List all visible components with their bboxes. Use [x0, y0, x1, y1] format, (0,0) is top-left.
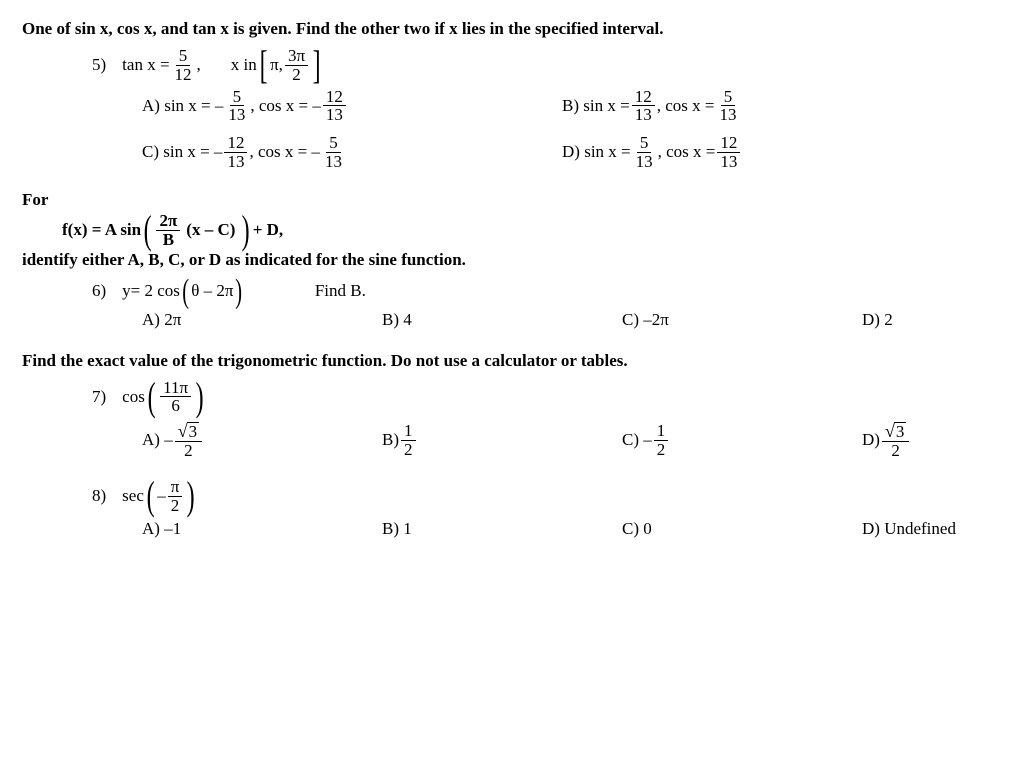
question-8: 8) sec ( – π 2 ) A) –1 B) 1 C) 0 D) Unde… [22, 478, 1002, 542]
question-6: For f(x) = A sin ( 2π B (x – C) ) + D, i… [22, 189, 1002, 332]
q6-options: A) 2π B) 4 C) –2π D) 2 [142, 309, 1002, 332]
q7-opt-d: D) √3 2 [862, 421, 911, 459]
q5-number: 5) [92, 54, 106, 77]
q6-opt-c: C) –2π [622, 309, 862, 332]
q7-opt-a: A) – √3 2 [142, 421, 382, 459]
q7-opt-c: C) – 12 [622, 422, 862, 459]
q5-row-ab: A) sin x = – 513 , cos x = – 1213 B) sin… [142, 88, 1002, 125]
q7-options: A) – √3 2 B) 12 C) – 12 D) √3 2 [142, 421, 1002, 459]
q7-stem: 7) cos ( 11π 6 ) [92, 379, 1002, 416]
q6-identify: identify either A, B, C, or D as indicat… [22, 249, 1002, 272]
q6-opt-a: A) 2π [142, 309, 382, 332]
q6-stem: 6) y= 2 cos ( θ – 2π ) Find B. [92, 278, 1002, 305]
q6-opt-b: B) 4 [382, 309, 622, 332]
q8-opt-d: D) Undefined [862, 518, 956, 541]
q5-header: One of sin x, cos x, and tan x is given.… [22, 18, 1002, 41]
question-7: Find the exact value of the trigonometri… [22, 350, 1002, 460]
q8-opt-a: A) –1 [142, 518, 382, 541]
q6-formula: f(x) = A sin ( 2π B (x – C) ) + D, [62, 212, 1002, 249]
q5-opt-d: D) sin x = 513 , cos x = 1213 [562, 134, 742, 171]
q5-opt-b: B) sin x = 1213 , cos x = 513 [562, 88, 741, 125]
q8-opt-c: C) 0 [622, 518, 862, 541]
q8-stem: 8) sec ( – π 2 ) [92, 478, 1002, 515]
question-5: One of sin x, cos x, and tan x is given.… [22, 18, 1002, 171]
q5-stem: 5) tan x = 5 12 , x in [ π, 3π 2 ] [92, 47, 1002, 84]
q7-opt-b: B) 12 [382, 422, 622, 459]
q6-for: For [22, 189, 1002, 212]
q5-frac-5-12: 5 12 [172, 47, 195, 84]
q7-header: Find the exact value of the trigonometri… [22, 350, 1002, 373]
q5-opt-c: C) sin x = – 1213 , cos x = – 513 [142, 134, 562, 171]
q5-opt-a: A) sin x = – 513 , cos x = – 1213 [142, 88, 562, 125]
q8-options: A) –1 B) 1 C) 0 D) Undefined [142, 518, 1002, 541]
q5-xin: x in [231, 54, 257, 77]
q6-opt-d: D) 2 [862, 309, 893, 332]
q8-opt-b: B) 1 [382, 518, 622, 541]
q5-interval: [ π, 3π 2 ] [257, 47, 324, 84]
q5-row-cd: C) sin x = – 1213 , cos x = – 513 D) sin… [142, 134, 1002, 171]
q5-tan: tan x = [122, 54, 169, 77]
